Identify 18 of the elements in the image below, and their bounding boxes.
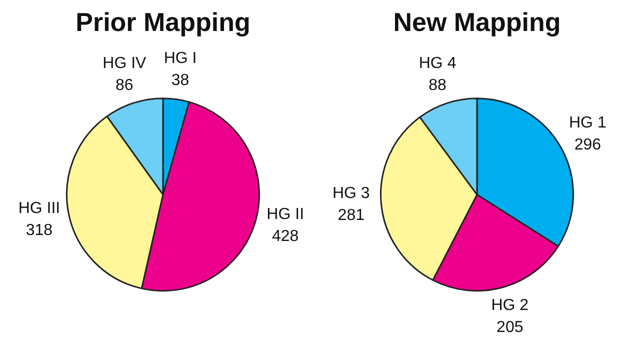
- slice-label: HG 1: [569, 114, 606, 132]
- slice-label: HG 2: [491, 296, 529, 314]
- chart-title: Prior Mapping: [76, 6, 250, 37]
- data-label: 88: [428, 77, 447, 94]
- data-label: 281: [338, 207, 365, 224]
- data-label: 428: [272, 228, 299, 246]
- slice-label: HG 4: [418, 55, 456, 72]
- data-label: 86: [116, 76, 134, 94]
- data-label: 296: [574, 136, 602, 154]
- slice-label: HG I: [164, 50, 197, 67]
- slice-label: HG 3: [332, 185, 370, 202]
- data-label: 38: [171, 72, 190, 89]
- slice-label: HG IV: [102, 54, 147, 72]
- slice-label: HG III: [18, 200, 60, 217]
- data-label: 205: [496, 318, 524, 336]
- slice-label: HG II: [266, 206, 304, 224]
- data-label: 318: [26, 222, 53, 239]
- chart-title: New Mapping: [393, 6, 561, 37]
